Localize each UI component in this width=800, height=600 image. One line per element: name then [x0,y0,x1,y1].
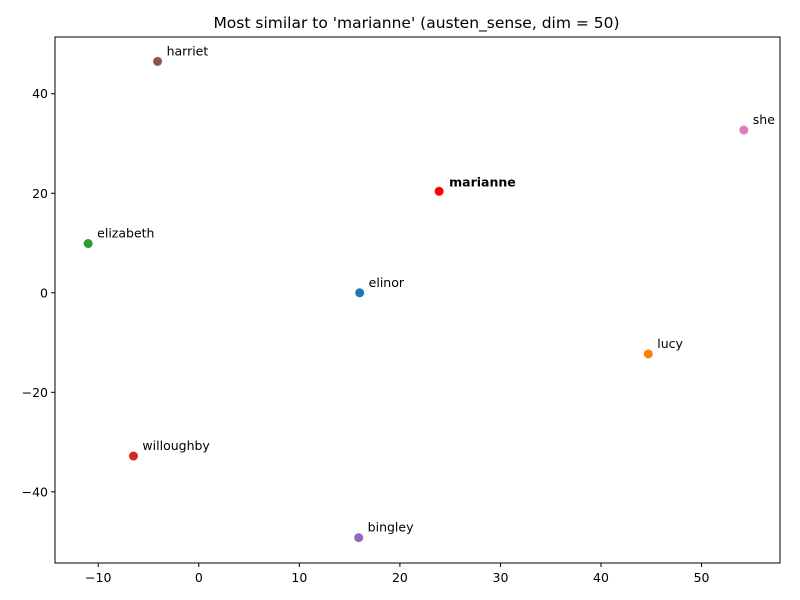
y-tick-label: 40 [32,86,48,101]
point-bingley [354,533,364,543]
point-label-harriet: harriet [167,43,209,58]
y-tick-label: 0 [40,285,48,300]
point-label-elizabeth: elizabeth [97,226,154,241]
data-points [83,56,749,543]
x-tick-label: 10 [291,570,307,585]
y-axis: −40 −20 0 20 40 [22,86,55,499]
y-tick-label: 20 [32,186,48,201]
plot-frame [54,36,781,564]
point-marianne [434,186,444,196]
point-label-bingley: bingley [368,520,414,535]
point-label-she: she [753,112,775,127]
x-tick-label: 30 [493,570,509,585]
point-label-lucy: lucy [657,336,683,351]
point-labels: elinor lucy elizabeth willoughby bingley harr… [97,43,775,534]
x-tick-label: −10 [85,570,111,585]
x-tick-label: 0 [195,570,203,585]
point-harriet [153,56,163,66]
point-elizabeth [83,239,93,249]
y-tick-label: −40 [22,484,48,499]
point-willoughby [128,451,138,461]
chart-title: Most similar to 'marianne' (austen_sense… [213,14,619,33]
point-elinor [355,288,365,298]
point-lucy [643,349,653,359]
x-axis: −10 0 10 20 30 40 50 [85,563,710,585]
x-tick-label: 50 [694,570,710,585]
y-tick-label: −20 [22,385,48,400]
point-label-elinor: elinor [369,275,405,290]
point-label-marianne: marianne [449,174,516,189]
point-she [739,125,749,135]
point-label-willoughby: willoughby [142,438,210,453]
x-tick-label: 40 [593,570,609,585]
x-tick-label: 20 [392,570,408,585]
